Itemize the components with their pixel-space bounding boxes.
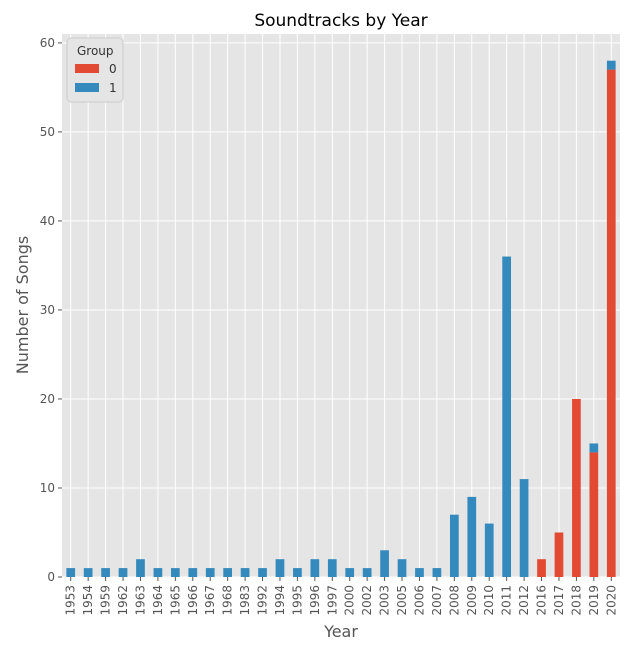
x-tick-label: 1959 [99,585,113,616]
bar-group-1-1997 [327,559,337,577]
legend-label-group-0: 0 [109,62,117,76]
x-tick-label: 1983 [238,585,252,616]
x-tick-label: 1968 [221,585,235,616]
legend: Group 0 1 [66,37,124,103]
x-tick-label: 1994 [273,585,287,616]
bar-group-1-2010 [484,523,494,577]
y-tick-label: 60 [40,36,55,50]
bar-group-1-1996 [310,559,320,577]
legend-title: Group [77,44,114,58]
bar-group-1-1994 [275,559,285,577]
x-tick-label: 2012 [517,585,531,616]
legend-label-group-1: 1 [109,81,117,95]
x-tick-label: 1992 [256,585,270,616]
bar-group-1-1962 [118,568,128,577]
bar-group-1-2007 [432,568,442,577]
x-tick-label: 2008 [447,585,461,616]
x-tick-label: 2006 [412,585,426,616]
bar-group-1-1967 [205,568,215,577]
legend-swatch-group-1 [75,83,99,92]
bar-group-1-1959 [101,568,110,577]
y-tick-label: 0 [47,570,55,584]
bar-group-1-2019 [589,443,599,453]
y-tick-label: 10 [40,481,55,495]
legend-swatch-group-0 [75,64,99,73]
x-tick-label: 2003 [378,585,392,616]
y-axis-title: Number of Songs [13,236,32,374]
bar-group-0-2018 [572,398,581,577]
x-tick-label: 2002 [360,585,374,616]
plot-background [62,34,620,577]
y-tick-label: 40 [40,214,55,228]
x-tick-label: 1953 [64,585,78,616]
bar-group-1-2006 [415,568,424,577]
bar-group-1-1953 [66,568,76,577]
bar-group-1-2009 [467,496,477,577]
bar-group-0-2019 [589,452,599,577]
x-tick-label: 1996 [308,585,322,616]
bar-group-1-1995 [293,568,302,577]
bar-group-1-1954 [83,568,93,577]
y-tick-label: 50 [40,125,55,139]
y-tick-label: 30 [40,303,55,317]
x-tick-label: 1966 [186,585,200,616]
x-tick-label: 2009 [465,585,479,616]
bar-group-1-2011 [502,256,512,577]
x-axis-ticks: 1953 1954 1959 1962 1963 1964 1965 1966 1967 1968… [64,577,618,616]
x-tick-label: 2020 [604,585,618,616]
x-tick-label: 1963 [133,585,147,616]
y-axis-ticks: 0 10 20 30 40 50 60 [40,36,62,584]
bar-group-1-2000 [345,568,355,577]
bar-group-1-2002 [362,568,372,577]
bar-group-1-1983 [240,568,250,577]
x-tick-label: 1967 [203,585,217,616]
bars [66,60,616,577]
bar-group-1-1965 [170,568,180,577]
bar-group-0-2020 [606,69,616,577]
x-tick-label: 1954 [81,585,95,616]
x-axis-title: Year [323,622,358,641]
bar-group-1-1968 [223,568,233,577]
x-tick-label: 2005 [395,585,409,616]
bar-group-1-2012 [519,479,529,577]
bar-group-0-2016 [537,559,546,577]
x-tick-label: 2010 [482,585,496,616]
x-tick-label: 1965 [168,585,182,616]
x-tick-label: 1995 [290,585,304,616]
x-tick-label: 2016 [535,585,549,616]
bar-group-1-2005 [397,559,407,577]
x-tick-label: 1997 [325,585,339,616]
bar-group-1-1963 [136,559,145,577]
x-tick-label: 2018 [569,585,583,616]
bar-group-1-1964 [153,568,163,577]
y-tick-label: 20 [40,392,55,406]
bar-group-0-2017 [554,532,564,577]
bar-group-1-1966 [188,568,198,577]
chart-title: Soundtracks by Year [254,11,427,31]
bar-group-1-2003 [380,550,389,577]
bar-group-1-2020 [606,60,616,70]
bar-group-1-2008 [449,514,459,577]
bar-group-1-1992 [258,568,267,577]
x-tick-label: 2000 [343,585,357,616]
x-tick-label: 1964 [151,585,165,616]
x-tick-label: 2019 [587,585,601,616]
x-tick-label: 1962 [116,585,130,616]
x-tick-label: 2011 [500,585,514,616]
x-tick-label: 2017 [552,585,566,616]
x-tick-label: 2007 [430,585,444,616]
